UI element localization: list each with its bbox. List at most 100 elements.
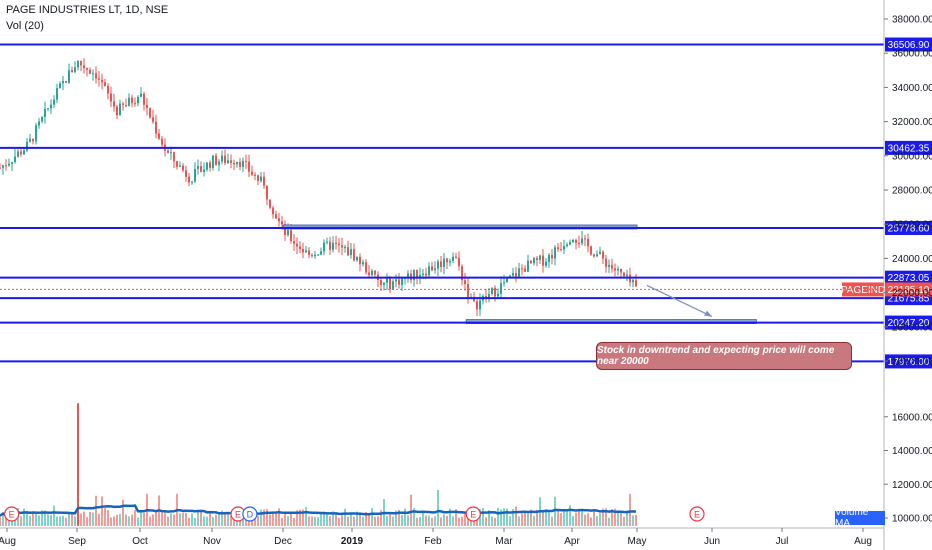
candle-body: [488, 293, 490, 298]
time-tick-label: Dec: [274, 536, 292, 547]
candle-body: [230, 160, 232, 163]
price-tick-label: 32000.00: [892, 117, 932, 128]
event-marker-label: E: [9, 510, 15, 520]
projection-arrowhead: [704, 310, 712, 317]
volume-bar: [107, 510, 109, 526]
candle-body: [581, 238, 583, 244]
last-price-value: 22185.10: [888, 285, 930, 296]
candle-body: [95, 73, 97, 79]
volume-bar: [104, 508, 106, 526]
candle-body: [614, 268, 616, 271]
volume-bar: [545, 509, 547, 526]
candle-body: [611, 264, 613, 269]
candle-body: [44, 108, 46, 117]
candle-body: [194, 168, 196, 182]
candle-body: [236, 161, 238, 165]
candle-body: [128, 97, 130, 106]
candle-body: [269, 199, 271, 208]
candle-body: [371, 270, 373, 276]
candle-body: [101, 79, 103, 83]
candle-body: [569, 242, 571, 245]
volume-bar: [428, 515, 430, 526]
candle-body: [248, 161, 250, 172]
volume-bar: [479, 508, 481, 526]
candle-body: [92, 73, 94, 75]
volume-bar: [350, 512, 352, 526]
candle-body: [575, 239, 577, 243]
volume-bar: [254, 517, 256, 526]
volume-bar: [230, 515, 232, 526]
volume-bar: [278, 508, 280, 526]
candle-body: [41, 116, 43, 122]
volume-bar: [575, 512, 577, 526]
volume-bar: [203, 516, 205, 526]
volume-bar: [38, 515, 40, 526]
candle-body: [440, 261, 442, 268]
volume-bar: [2, 512, 4, 526]
volume-bar: [632, 515, 634, 526]
candle-body: [443, 258, 445, 268]
candle-body: [323, 242, 325, 252]
candle-body: [620, 268, 622, 273]
volume-bar: [635, 514, 637, 526]
volume-bar: [308, 516, 310, 526]
price-tick-label: 38000.00: [892, 15, 932, 26]
volume-bar: [482, 507, 484, 526]
volume-bar: [374, 516, 376, 526]
candle-body: [578, 242, 580, 244]
candle-body: [152, 117, 154, 122]
volume-bar: [581, 511, 583, 526]
volume-bar: [23, 508, 25, 526]
candle-body: [242, 160, 244, 167]
volume-bar: [134, 509, 136, 526]
candle-body: [278, 218, 280, 222]
annotation-callout: Stock in downtrend and expecting price w…: [596, 342, 852, 370]
volume-bar: [395, 510, 397, 526]
volume-bar: [44, 510, 46, 526]
candle-body: [365, 262, 367, 273]
candle-body: [296, 243, 298, 247]
candle-body: [464, 280, 466, 285]
level-badge-label: 36506.90: [888, 40, 930, 51]
candle-body: [497, 293, 499, 297]
candle-body: [389, 278, 391, 289]
candle-body: [56, 88, 58, 100]
volume-bar: [590, 517, 592, 526]
volume-bar: [224, 511, 226, 526]
candle-body: [29, 138, 31, 142]
candle-body: [98, 78, 100, 80]
event-marker-icon: [242, 506, 258, 522]
volume-legend: Vol (20): [6, 20, 44, 32]
candle-body: [338, 243, 340, 246]
volume-bar: [548, 511, 550, 526]
candle-body: [0, 167, 2, 169]
candle-body: [227, 160, 229, 164]
volume-bar: [317, 517, 319, 526]
volume-bar: [419, 517, 421, 526]
volume-bar: [614, 508, 616, 526]
candle-body: [350, 249, 352, 256]
volume-bar: [101, 496, 103, 526]
candle-body: [419, 274, 421, 279]
candle-body: [32, 138, 34, 142]
volume-bar: [209, 512, 211, 526]
volume-bar: [503, 508, 505, 526]
event-marker-icon: [689, 506, 705, 522]
volume-bar: [95, 495, 97, 526]
candle-body: [500, 283, 502, 294]
price-tick-label: 22000.00: [892, 288, 932, 299]
candle-body: [605, 258, 607, 267]
volume-bar: [293, 517, 295, 526]
candle-body: [395, 279, 397, 282]
volume-bar: [86, 517, 88, 526]
candle-body: [311, 255, 313, 257]
candle-body: [2, 165, 4, 168]
volume-bar: [362, 516, 364, 526]
candle-body: [173, 152, 175, 162]
volume-bar: [212, 517, 214, 526]
volume-bar: [281, 517, 283, 526]
volume-bar: [551, 516, 553, 526]
price-tick-label: 30000.00: [892, 151, 932, 162]
volume-bar: [266, 509, 268, 526]
volume-bar: [392, 516, 394, 526]
